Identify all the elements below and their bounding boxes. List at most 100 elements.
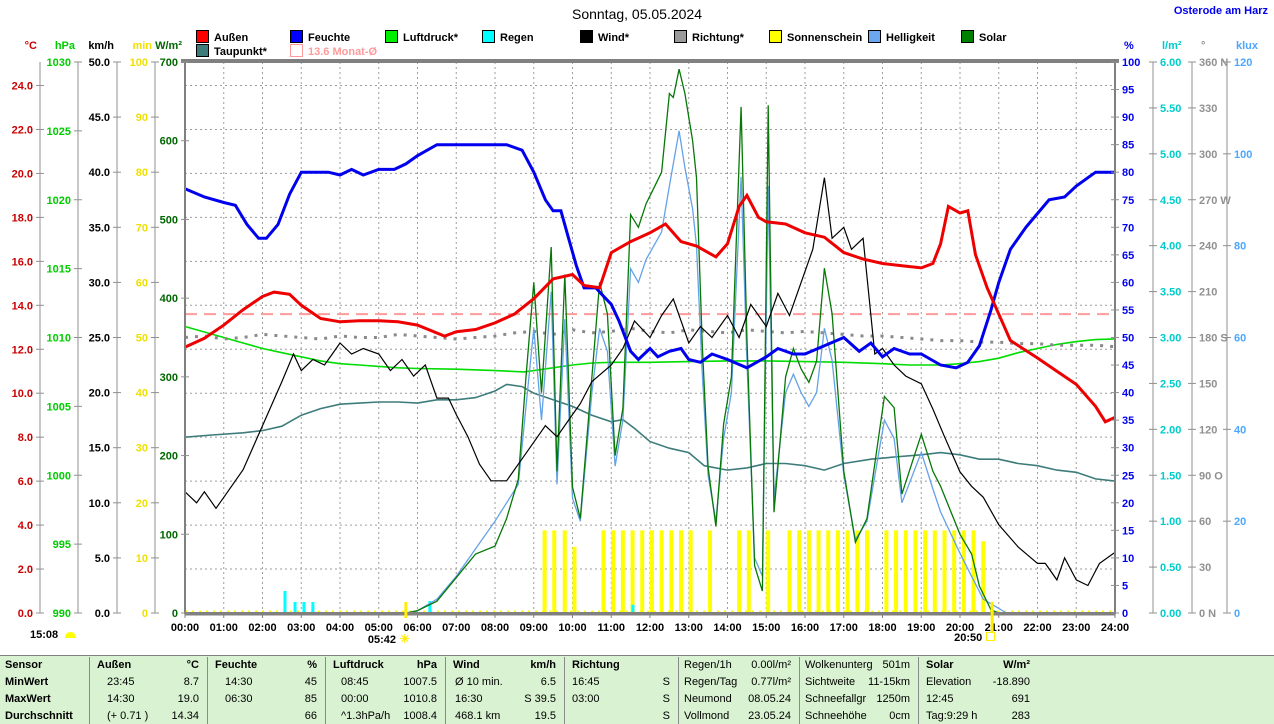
axis-deg: 0 N 30 60 90 O 120 150 180 S 210 240 270 W 300 330 3… bbox=[1188, 57, 1231, 620]
cell-label: 00:00 bbox=[341, 693, 369, 705]
svg-text:60: 60 bbox=[136, 277, 148, 289]
cell-value: 19.5 bbox=[534, 710, 556, 722]
axis-wm2: 0 100 200 300 400 500 600 700 bbox=[160, 57, 189, 620]
cell-label: Wind bbox=[453, 659, 480, 671]
sunset-icon bbox=[986, 632, 996, 641]
axis-pct: 0 5 10 15 20 25 30 35 40 45 50 55 60 65 70 75 80 85 90 95 10… bbox=[1111, 57, 1140, 620]
cell-label: Vollmond bbox=[684, 710, 730, 722]
svg-text:16:00: 16:00 bbox=[791, 622, 819, 634]
svg-text:5.50: 5.50 bbox=[1160, 103, 1181, 115]
svg-text:400: 400 bbox=[160, 293, 178, 305]
legend-item-regen: Regen bbox=[482, 30, 534, 44]
cell-label: Elevation bbox=[926, 676, 972, 688]
table-header-row: Wolkenunterg 501m bbox=[799, 657, 918, 674]
svg-text:04:00: 04:00 bbox=[326, 622, 354, 634]
table-header-row: Luftdruck hPa bbox=[325, 657, 445, 674]
cell-value: S bbox=[662, 676, 670, 688]
svg-text:14.0: 14.0 bbox=[12, 300, 33, 312]
svg-text:100: 100 bbox=[1122, 57, 1140, 69]
page-title: Sonntag, 05.05.2024 bbox=[571, 6, 702, 22]
table-header-row: Sensor bbox=[0, 657, 89, 674]
table-row: Tag:9:29 h 283 bbox=[918, 708, 1038, 724]
svg-text:10: 10 bbox=[136, 553, 148, 565]
svg-text:07:00: 07:00 bbox=[442, 622, 470, 634]
legend-swatch-richtung-icon bbox=[674, 30, 687, 43]
cell-value: 45 bbox=[304, 676, 317, 688]
svg-text:30.0: 30.0 bbox=[89, 277, 110, 289]
axis-hpa: 990 995 1000 1005 1010 1015 1020 1025 1030 bbox=[47, 57, 82, 620]
cell-value: 11-15km bbox=[868, 676, 910, 688]
cell-label: Ø 10 min. bbox=[455, 676, 503, 688]
svg-text:65: 65 bbox=[1122, 250, 1134, 262]
svg-text:10.0: 10.0 bbox=[89, 498, 110, 510]
table-row: (+ 0.71 ) 14.34 bbox=[89, 708, 207, 724]
svg-text:23:00: 23:00 bbox=[1062, 622, 1090, 634]
table-row: Vollmond 23.05.24 bbox=[678, 708, 799, 724]
legend-label-regen: Regen bbox=[500, 32, 534, 44]
svg-text:120: 120 bbox=[1199, 424, 1217, 436]
svg-text:01:00: 01:00 bbox=[210, 622, 238, 634]
svg-text:00:00: 00:00 bbox=[171, 622, 199, 634]
cell-value: 1008.4 bbox=[403, 710, 437, 722]
svg-text:09:00: 09:00 bbox=[520, 622, 548, 634]
svg-text:11:00: 11:00 bbox=[597, 622, 625, 634]
axis-header-pct: % bbox=[1124, 40, 1134, 52]
station-name: Osterode am Harz bbox=[1173, 5, 1268, 17]
svg-text:18:00: 18:00 bbox=[868, 622, 896, 634]
table-row: 14:30 45 bbox=[207, 674, 325, 691]
legend-label-aussen: Außen bbox=[214, 32, 249, 44]
svg-text:6.0: 6.0 bbox=[18, 476, 33, 488]
svg-text:0: 0 bbox=[172, 608, 178, 620]
svg-text:90 O: 90 O bbox=[1199, 470, 1223, 482]
cell-value: 283 bbox=[1011, 710, 1030, 722]
axis-temp: 0.0 2.0 4.0 6.0 8.0 10.0 12.0 14.0 16.0 18.0 20.0 2… bbox=[12, 62, 44, 620]
axis-header-min: min bbox=[132, 40, 152, 52]
bars-sonnenschein bbox=[542, 530, 986, 613]
table-separator bbox=[918, 657, 919, 724]
svg-text:50: 50 bbox=[1122, 333, 1134, 345]
svg-text:1000: 1000 bbox=[47, 470, 71, 482]
axis-header-lm2: l/m² bbox=[1162, 40, 1182, 52]
svg-text:20:00: 20:00 bbox=[946, 622, 974, 634]
table-row: Durchschnitt bbox=[0, 708, 89, 724]
svg-text:10:00: 10:00 bbox=[558, 622, 586, 634]
moonrise-time-label: 15:08 bbox=[30, 629, 59, 641]
svg-text:24.0: 24.0 bbox=[12, 81, 33, 93]
cell-label: MaxWert bbox=[5, 693, 51, 705]
svg-text:40.0: 40.0 bbox=[89, 167, 110, 179]
sunrise-time-label: 05:42 bbox=[367, 634, 397, 646]
svg-text:1030: 1030 bbox=[47, 57, 71, 69]
table-header-row: Regen/1h 0.00l/m² bbox=[678, 657, 799, 674]
legend-label-solar: Solar bbox=[979, 32, 1007, 44]
svg-text:45.0: 45.0 bbox=[89, 112, 110, 124]
table-column-richtung: Richtung 16:45 S 03:00 S S bbox=[564, 656, 678, 724]
svg-text:100: 100 bbox=[160, 529, 178, 541]
cell-label: MinWert bbox=[5, 676, 49, 688]
svg-text:1.00: 1.00 bbox=[1160, 516, 1181, 528]
axis-min: 0 10 20 30 40 50 60 70 80 90 100 bbox=[130, 57, 159, 620]
svg-text:6.00: 6.00 bbox=[1160, 57, 1181, 69]
table-column-regen: Regen/1h 0.00l/m² Regen/Tag 0.77l/m² Neumond… bbox=[678, 656, 799, 724]
cell-label: 06:30 bbox=[225, 693, 253, 705]
svg-text:15:00: 15:00 bbox=[752, 622, 780, 634]
svg-text:95: 95 bbox=[1122, 85, 1134, 97]
cell-label: 12:45 bbox=[926, 693, 954, 705]
table-row: 66 bbox=[207, 708, 325, 724]
svg-text:55: 55 bbox=[1122, 305, 1134, 317]
svg-text:85: 85 bbox=[1122, 140, 1134, 152]
svg-text:15: 15 bbox=[1122, 525, 1134, 537]
axis-header-temp: °C bbox=[24, 40, 37, 52]
legend-item-taupunkt: Taupunkt* bbox=[196, 44, 267, 58]
table-row: 08:45 1007.5 bbox=[325, 674, 445, 691]
axis-lm2: 0.00 0.50 1.00 1.50 2.00 2.50 3.00 3.50 4.00 4.50… bbox=[1149, 57, 1181, 620]
sunrise-icon: ☀ bbox=[396, 632, 411, 646]
table-row: Sichtweite 11-15km bbox=[799, 674, 918, 691]
cell-label: Luftdruck bbox=[333, 659, 384, 671]
svg-text:80: 80 bbox=[1122, 167, 1134, 179]
svg-text:700: 700 bbox=[160, 57, 178, 69]
x-axis: 00:00 01:00 02:00 03:00 04:00 05:00 06:00 07:00… bbox=[171, 613, 1129, 634]
table-row: MinWert bbox=[0, 674, 89, 691]
svg-text:40: 40 bbox=[136, 388, 148, 400]
cell-value: km/h bbox=[530, 659, 556, 671]
